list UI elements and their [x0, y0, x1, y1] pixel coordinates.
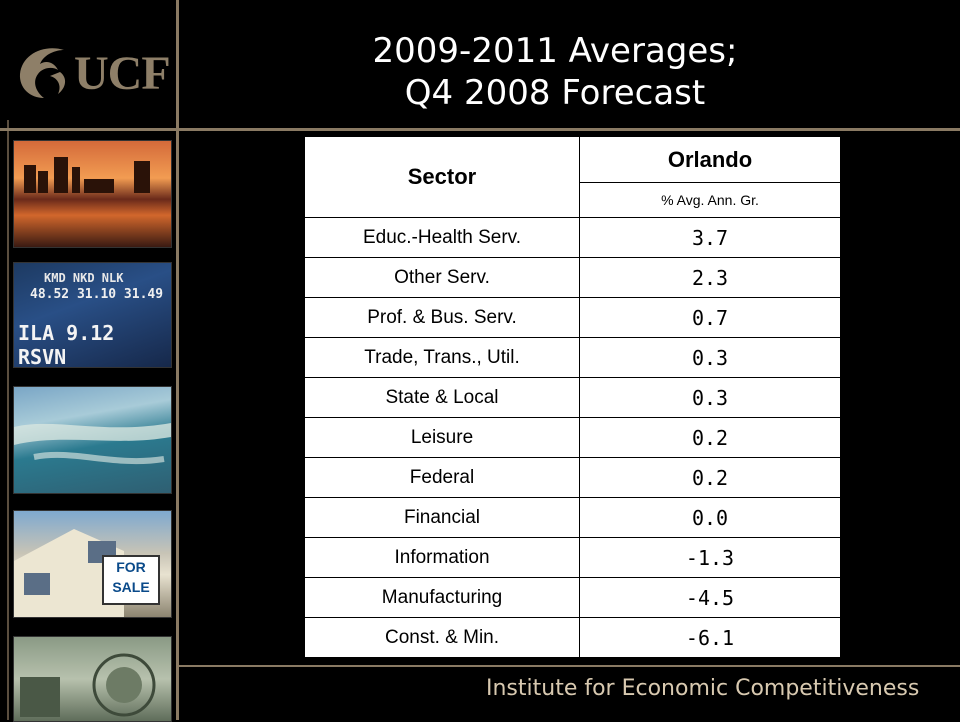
value-cell: 3.7 — [579, 217, 841, 258]
frame-bottom-divider — [176, 665, 960, 667]
value-cell: -6.1 — [579, 617, 841, 658]
sector-growth-table: Sector Orlando % Avg. Ann. Gr. Educ.-Hea… — [304, 136, 841, 658]
table-row: Information -1.3 — [304, 537, 841, 578]
title-line-1: 2009-2011 Averages; — [372, 31, 738, 71]
for-sale-sign: FOR SALE — [102, 555, 160, 605]
sandbar-icon — [14, 423, 171, 465]
logo-text: UCF — [74, 47, 171, 100]
value-cell: -1.3 — [579, 537, 841, 578]
sector-cell: Leisure — [304, 417, 580, 458]
dollar-bill-photo — [13, 636, 172, 722]
footer-institute-name: Institute for Economic Competitiveness — [486, 676, 920, 701]
table-row: Trade, Trans., Util. 0.3 — [304, 337, 841, 378]
sector-cell: Prof. & Bus. Serv. — [304, 297, 580, 338]
stock-ticker-photo: KMD NKD NLK 48.52 31.10 31.49 ILA 9.12 R… — [13, 262, 172, 369]
sector-cell: Information — [304, 537, 580, 578]
pegasus-icon — [19, 48, 66, 98]
ticker-row-3: ILA 9.12 RSVN — [18, 321, 115, 369]
value-cell: 2.3 — [579, 257, 841, 298]
frame-horizontal-divider — [0, 128, 960, 131]
table-header-row: Sector Orlando — [304, 136, 841, 218]
ucf-logo: UCF — [14, 42, 171, 102]
frame-vertical-divider — [176, 0, 179, 720]
slide-title: 2009-2011 Averages; Q4 2008 Forecast — [300, 30, 810, 114]
table-row: Prof. & Bus. Serv. 0.7 — [304, 297, 841, 338]
table-row: Const. & Min. -6.1 — [304, 617, 841, 658]
frame-left-divider — [7, 120, 9, 720]
header-sector: Sector — [304, 136, 580, 218]
sign-line-2: SALE — [112, 579, 150, 595]
ticker-row-1: KMD NKD NLK — [44, 271, 124, 285]
sign-line-1: FOR — [116, 559, 146, 575]
sector-cell: Trade, Trans., Util. — [304, 337, 580, 378]
table-subheader-row: % Avg. Ann. Gr. — [305, 182, 841, 218]
value-cell: 0.0 — [579, 497, 841, 538]
sector-cell: State & Local — [304, 377, 580, 418]
great-seal-icon — [20, 653, 156, 717]
header-orlando: Orlando — [579, 136, 841, 183]
table-row: Financial 0.0 — [304, 497, 841, 538]
table-row: Leisure 0.2 — [304, 417, 841, 458]
header-metric: % Avg. Ann. Gr. — [579, 182, 841, 218]
table-row: Other Serv. 2.3 — [304, 257, 841, 298]
sector-cell: Federal — [304, 457, 580, 498]
value-cell: -4.5 — [579, 577, 841, 618]
skyline-icon — [24, 157, 150, 193]
sector-cell: Financial — [304, 497, 580, 538]
table-row: Manufacturing -4.5 — [304, 577, 841, 618]
house-for-sale-photo: FOR SALE — [13, 510, 172, 618]
table-row: State & Local 0.3 — [304, 377, 841, 418]
ticker-row-2: 48.52 31.10 31.49 — [30, 287, 164, 302]
value-cell: 0.2 — [579, 417, 841, 458]
coastal-water-photo — [13, 386, 172, 494]
sunset-skyline-photo — [13, 140, 172, 248]
value-cell: 0.2 — [579, 457, 841, 498]
sector-cell: Other Serv. — [304, 257, 580, 298]
sector-cell: Const. & Min. — [304, 617, 580, 658]
value-cell: 0.3 — [579, 377, 841, 418]
sector-cell: Manufacturing — [304, 577, 580, 618]
title-line-2: Q4 2008 Forecast — [404, 73, 706, 113]
sector-cell: Educ.-Health Serv. — [304, 217, 580, 258]
table-row: Federal 0.2 — [304, 457, 841, 498]
value-cell: 0.7 — [579, 297, 841, 338]
value-cell: 0.3 — [579, 337, 841, 378]
table-row: Educ.-Health Serv. 3.7 — [304, 217, 841, 258]
